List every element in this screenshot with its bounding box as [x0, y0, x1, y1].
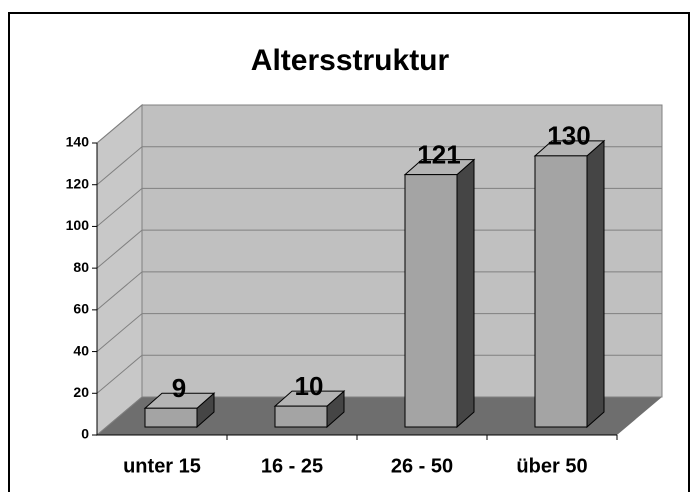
y-tick-label: 140: [66, 134, 90, 150]
bar-side: [586, 139, 605, 429]
grid-line: [96, 271, 662, 311]
y-tick-label: 0: [81, 426, 89, 442]
bar: [144, 407, 198, 428]
bar-side: [456, 158, 475, 429]
chart-title: Altersstruktur: [251, 44, 450, 77]
grid-line: [96, 313, 662, 352]
bar: [534, 155, 588, 428]
chart-frame: [8, 12, 690, 492]
x-tick-label: 16 - 25: [261, 455, 323, 477]
bar: [404, 174, 458, 428]
y-tick-label: 40: [73, 342, 89, 358]
x-tick-label: unter 15: [123, 455, 201, 477]
value-label: 9: [172, 373, 186, 403]
grid-line: [96, 104, 662, 144]
value-label: 10: [295, 371, 324, 401]
y-tick-label: 80: [73, 259, 89, 275]
y-tick-label: 20: [73, 384, 89, 400]
value-label: 121: [417, 140, 460, 170]
y-tick-label: 100: [66, 217, 90, 233]
grid-line: [96, 396, 662, 436]
y-tick-label: 120: [66, 175, 90, 191]
side-wall: [96, 103, 143, 437]
x-tick-label: 26 - 50: [391, 455, 453, 477]
grid-line: [96, 354, 662, 394]
grid-line: [96, 187, 662, 227]
bar: [274, 405, 328, 428]
grid-line: [96, 229, 662, 269]
value-label: 130: [547, 121, 590, 151]
grid-line: [96, 146, 662, 186]
x-tick-label: über 50: [516, 455, 587, 477]
floor: [97, 397, 662, 435]
y-tick-label: 60: [73, 301, 89, 317]
